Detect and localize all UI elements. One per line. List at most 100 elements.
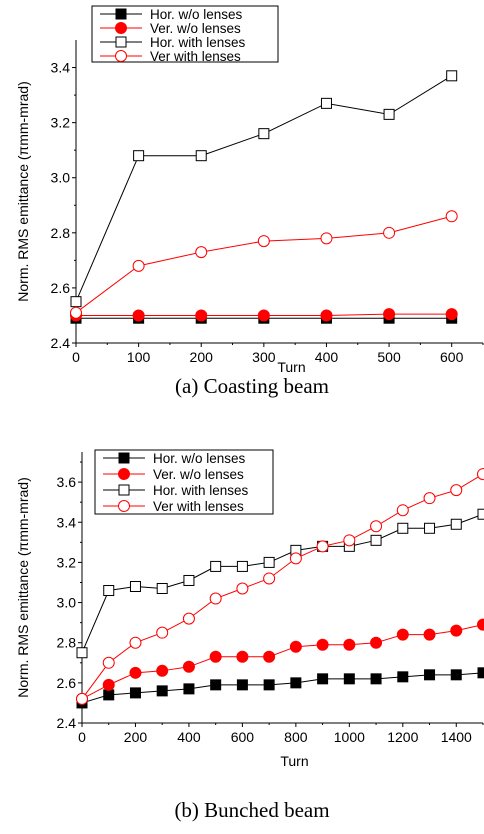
legend-marker	[115, 36, 127, 48]
x-tick-label: 600	[440, 349, 464, 365]
data-point	[320, 309, 333, 322]
legend-marker	[118, 468, 130, 480]
data-point	[195, 150, 207, 162]
series-line	[81, 624, 484, 700]
data-point	[424, 522, 436, 534]
x-tick-label: 300	[252, 349, 276, 365]
series-line	[81, 473, 484, 700]
data-point	[397, 522, 409, 534]
y-tick-label: 2.6	[57, 675, 77, 691]
data-point	[183, 574, 195, 586]
data-point	[477, 667, 484, 679]
data-point	[450, 518, 462, 530]
y-axis-label: Norm. RMS emittance (πmm-mrad)	[15, 477, 31, 697]
x-tick-label: 600	[231, 729, 255, 745]
legend-marker	[115, 50, 127, 62]
chart-b: 0 200 400 600 800 1000 1200 1400 2.4 2.6 2.8 3.0 3.2…	[15, 449, 484, 822]
data-point	[156, 664, 169, 677]
data-point	[236, 560, 248, 572]
data-point	[370, 520, 383, 533]
data-point	[236, 650, 249, 663]
x-tick-label: 500	[377, 349, 401, 365]
data-point	[445, 210, 458, 223]
x-tick-label: 800	[284, 729, 308, 745]
data-point	[132, 309, 145, 322]
legend-label: Ver. w/o lenses	[153, 467, 244, 482]
data-point	[257, 309, 270, 322]
data-point	[383, 108, 395, 120]
x-tick-label: 1000	[334, 729, 365, 745]
data-point	[343, 534, 356, 547]
data-point	[102, 656, 115, 669]
data-point	[132, 259, 145, 272]
data-point	[182, 612, 195, 625]
data-point	[477, 468, 484, 481]
data-point	[103, 585, 115, 597]
x-tick-label: 1200	[387, 729, 418, 745]
data-point	[258, 128, 270, 140]
x-tick-label: 0	[72, 349, 80, 365]
y-tick-label: 2.8	[57, 635, 77, 651]
legend-marker	[118, 484, 130, 496]
data-point	[76, 647, 88, 659]
data-point	[129, 666, 142, 679]
x-tick-label: 1400	[441, 729, 472, 745]
legend-label: Hor. with lenses	[153, 483, 249, 498]
y-tick-label: 2.6	[51, 280, 71, 296]
legend-marker	[118, 452, 130, 464]
legend-label: Hor. with lenses	[150, 35, 246, 50]
data-point	[102, 678, 115, 691]
y-tick-label: 3.4	[51, 60, 71, 76]
legend-label: Ver. w/o lenses	[150, 21, 241, 36]
data-point	[236, 679, 248, 691]
data-point	[477, 508, 484, 520]
data-point	[316, 638, 329, 651]
data-point	[76, 692, 88, 705]
data-point	[397, 671, 409, 683]
data-point	[289, 552, 302, 565]
data-point	[156, 626, 169, 639]
data-point	[257, 235, 270, 248]
data-point	[450, 669, 462, 681]
data-point	[343, 673, 355, 685]
legend-marker	[115, 8, 127, 20]
legend-label: Ver with lenses	[150, 49, 241, 64]
data-point	[423, 628, 436, 641]
y-tick-label: 3.0	[57, 595, 77, 611]
data-point	[396, 504, 409, 517]
data-point	[129, 687, 141, 699]
y-tick-label: 2.4	[51, 335, 71, 351]
y-tick-label: 2.8	[51, 225, 71, 241]
data-point	[195, 309, 208, 322]
data-point	[320, 97, 332, 109]
x-tick-label: 400	[177, 729, 201, 745]
y-tick-label: 3.6	[57, 474, 77, 490]
data-point	[263, 650, 276, 663]
data-point	[370, 673, 382, 685]
y-tick-label: 2.4	[57, 715, 77, 731]
data-point	[210, 560, 222, 572]
data-point	[103, 689, 115, 701]
x-tick-label: 200	[190, 349, 214, 365]
data-point	[210, 679, 222, 691]
x-axis-label: Turn	[280, 753, 308, 769]
data-point	[343, 638, 356, 651]
data-point	[396, 628, 409, 641]
data-point	[263, 572, 276, 585]
data-point	[289, 640, 302, 653]
chart-a: 0 100 200 300 400 500 600 2.4 2.6 2.8 3.0 3.2 3.4 Tur…	[15, 5, 484, 398]
data-point	[477, 618, 484, 631]
y-axis-label: Norm. RMS emittance (πmm-mrad)	[15, 81, 31, 301]
data-point	[383, 308, 396, 321]
data-point	[70, 296, 82, 308]
x-tick-label: 0	[78, 729, 86, 745]
data-point	[263, 556, 275, 568]
data-point	[317, 673, 329, 685]
data-point	[209, 650, 222, 663]
data-point	[383, 226, 396, 239]
x-tick-label: 400	[315, 349, 339, 365]
data-point	[424, 669, 436, 681]
x-axis-label: Turn	[277, 359, 305, 375]
y-tick-label: 3.2	[57, 554, 77, 570]
